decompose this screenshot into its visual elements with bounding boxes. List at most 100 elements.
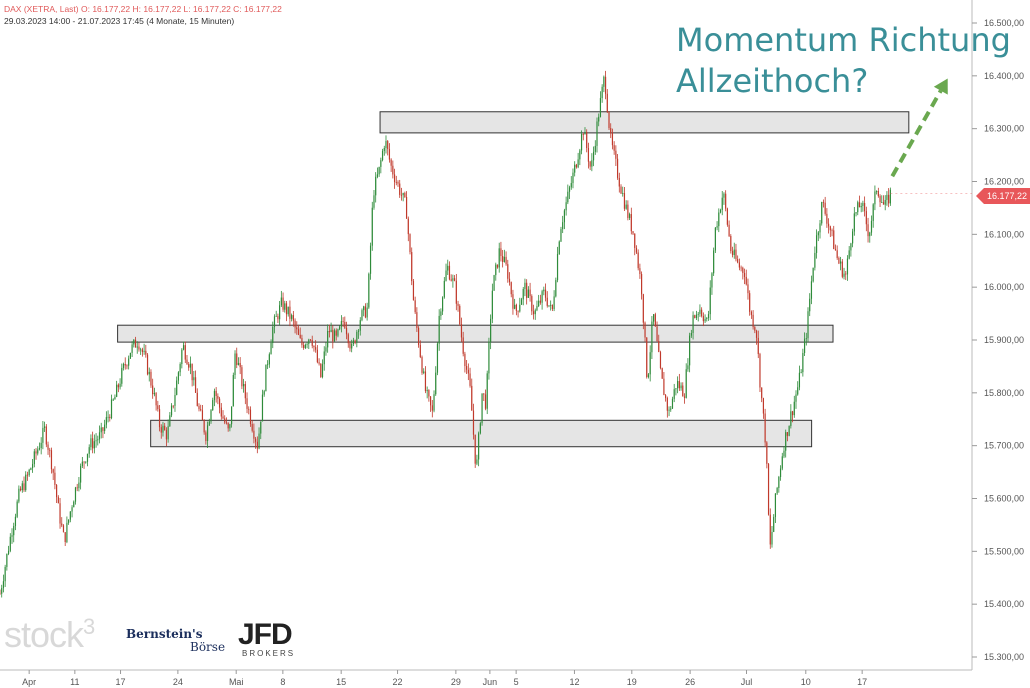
candle-body <box>452 278 454 281</box>
candle-body <box>428 390 430 397</box>
candle-body <box>81 461 83 467</box>
candle-body <box>694 315 696 319</box>
candle-body <box>548 305 550 307</box>
candle-body <box>121 367 123 384</box>
candle-body <box>568 187 571 192</box>
candle-body <box>440 311 442 316</box>
candle-body <box>316 349 318 363</box>
candle-body <box>61 523 63 526</box>
candle-body <box>786 432 789 436</box>
candle-body <box>165 430 168 440</box>
candle-body <box>447 265 449 271</box>
candle-body <box>647 374 650 378</box>
candle-body <box>826 213 828 224</box>
candle-body <box>249 409 252 425</box>
headline-line2: Allzeithoch? <box>676 62 869 100</box>
x-tick-label: 29 <box>451 677 461 687</box>
candle-body <box>222 416 224 419</box>
candle-body <box>864 203 866 212</box>
candle-body <box>68 519 70 523</box>
candle-body <box>776 487 778 494</box>
candle-body <box>56 484 58 498</box>
candle-body <box>761 387 763 399</box>
x-tick-label: Apr <box>22 677 36 687</box>
jfd-logo: JFD <box>238 618 293 651</box>
candle-body <box>869 232 871 237</box>
candle-body <box>665 395 667 398</box>
candle-body <box>30 468 32 470</box>
candle-body <box>841 261 843 277</box>
candle-body <box>836 250 838 258</box>
candle-body <box>69 511 71 520</box>
candle-body <box>196 392 198 407</box>
candle-body <box>543 289 545 292</box>
candle-body <box>610 128 612 134</box>
candle-body <box>546 297 548 306</box>
candle-body <box>683 396 686 398</box>
projection-arrow-head <box>933 78 948 95</box>
candle-body <box>508 278 511 283</box>
candle-body <box>177 372 180 381</box>
candle-body <box>874 191 876 205</box>
candle-body <box>423 371 425 373</box>
x-tick-label: Mai <box>229 677 244 687</box>
candle-body <box>773 516 775 532</box>
candle-body <box>299 334 301 339</box>
candle-body <box>11 535 13 537</box>
candle-body <box>49 449 51 451</box>
candle-body <box>488 341 490 374</box>
candle-body <box>491 290 493 319</box>
candle-body <box>40 442 42 448</box>
candle-body <box>795 394 797 402</box>
candle-body <box>349 343 351 349</box>
candle-body <box>170 405 173 416</box>
price-zone-box <box>379 111 910 134</box>
candle-body <box>258 433 260 449</box>
candle-body <box>522 289 524 300</box>
candle-body <box>426 390 428 392</box>
instrument-ohlc-header: DAX (XETRA, Last) O: 16.177,22 H: 16.177… <box>4 4 282 14</box>
candle-body <box>172 405 174 407</box>
candle-body <box>31 464 34 469</box>
x-tick-label: Jun <box>483 677 498 687</box>
candle-body <box>380 160 382 167</box>
candle-body <box>342 321 344 322</box>
candle-body <box>393 174 396 182</box>
candle-body <box>26 474 29 476</box>
candle-body <box>332 329 334 342</box>
candle-body <box>603 76 605 87</box>
candle-body <box>76 487 78 489</box>
candle-body <box>805 338 807 340</box>
candle-body <box>263 391 265 395</box>
candle-body <box>725 193 727 209</box>
candle-body <box>213 390 216 401</box>
candle-body <box>145 350 147 355</box>
candle-body <box>119 383 121 388</box>
candle-body <box>330 329 332 333</box>
candle-body <box>164 425 166 431</box>
candle-body <box>632 231 634 234</box>
candle-body <box>194 377 197 393</box>
candle-body <box>778 476 780 488</box>
candle-body <box>308 339 310 344</box>
candle-body <box>731 251 734 255</box>
candle-body <box>556 254 559 281</box>
candle-body <box>570 183 572 188</box>
candle-body <box>668 409 670 411</box>
candle-body <box>870 220 873 233</box>
stock3-logo: stock3 <box>4 614 95 656</box>
candle-body <box>827 223 830 227</box>
candle-body <box>117 384 119 388</box>
candle-body <box>496 264 499 268</box>
candle-body <box>124 363 126 366</box>
candle-body <box>604 76 607 94</box>
x-tick-label: 8 <box>280 677 285 687</box>
candle-body <box>838 257 840 264</box>
candle-body <box>623 193 626 209</box>
candle-body <box>726 208 728 225</box>
headline-annotation: Momentum Richtung Allzeithoch? <box>676 20 1011 102</box>
candle-body <box>18 488 20 502</box>
candle-body <box>333 330 336 342</box>
candle-body <box>44 426 46 428</box>
